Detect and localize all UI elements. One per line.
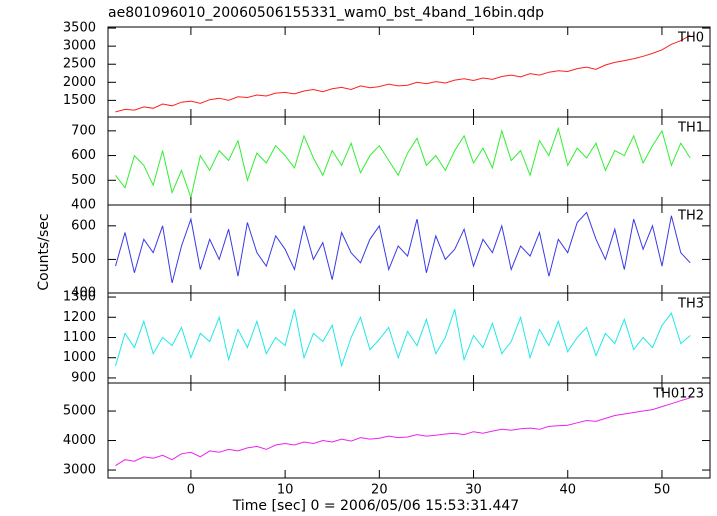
data-line <box>115 211 691 284</box>
data-line <box>115 309 691 368</box>
x-tick-label: 20 <box>371 483 388 498</box>
y-tick-label: 2500 <box>63 57 96 72</box>
panel-frame <box>107 382 711 479</box>
panel-label: TH3 <box>677 297 704 312</box>
panel-frame <box>107 116 711 206</box>
x-tick-label: 0 <box>187 483 195 498</box>
y-tick-label: 4000 <box>63 433 96 448</box>
panel-label: TH2 <box>677 209 704 224</box>
y-tick-label: 400 <box>71 286 96 301</box>
y-tick-label: 600 <box>71 148 96 163</box>
x-tick-label: 10 <box>277 483 294 498</box>
y-tick-label: 1500 <box>63 93 96 108</box>
y-tick-label: 1000 <box>63 350 96 365</box>
panel-label: TH0 <box>677 31 704 46</box>
y-tick-label: 600 <box>71 218 96 233</box>
y-tick-label: 1200 <box>63 310 96 325</box>
panel-frame <box>107 26 711 118</box>
data-line <box>115 397 691 467</box>
data-line <box>115 126 691 200</box>
y-tick-label: 1100 <box>63 330 96 345</box>
data-line <box>115 34 691 113</box>
panel-label: TH1 <box>677 121 704 136</box>
y-tick-label: 900 <box>71 370 96 385</box>
y-tick-label: 1300 <box>63 290 96 305</box>
y-tick-label: 2000 <box>63 75 96 90</box>
y-tick-label: 400 <box>71 198 96 213</box>
y-axis-label: Counts/sec <box>36 213 52 290</box>
y-tick-label: 3000 <box>63 39 96 54</box>
y-tick-label: 3500 <box>63 21 96 36</box>
y-tick-label: 5000 <box>63 404 96 419</box>
y-tick-label: 3000 <box>63 463 96 478</box>
y-tick-label: 700 <box>71 123 96 138</box>
panel-label: TH0123 <box>652 387 704 402</box>
x-axis-label: Time [sec] 0 = 2006/05/06 15:53:31.447 <box>232 498 519 514</box>
chart-title: ae801096010_20060506155331_wam0_bst_4ban… <box>108 5 544 21</box>
y-tick-label: 500 <box>71 173 96 188</box>
y-tick-label: 500 <box>71 252 96 267</box>
x-tick-label: 50 <box>654 483 671 498</box>
x-tick-label: 30 <box>465 483 482 498</box>
x-tick-label: 40 <box>559 483 576 498</box>
